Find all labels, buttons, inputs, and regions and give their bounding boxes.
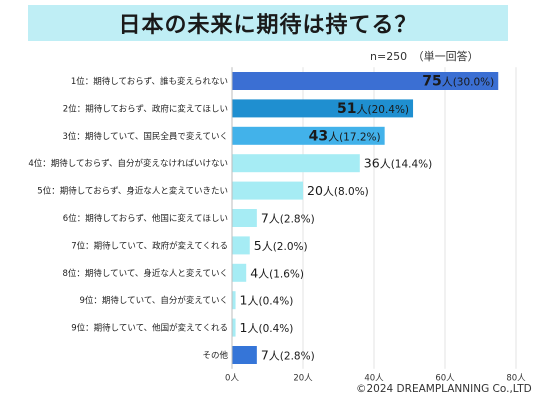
title-banner: 日本の未来に期待は持てる？ [28, 5, 508, 41]
data-label: 51人(20.4%) [337, 101, 409, 117]
data-label: 36人(14.4%) [364, 156, 432, 171]
data-label: 1人(0.4%) [240, 293, 294, 308]
category-label: 5位：期待しておらず、身近な人と変えていきたい [37, 186, 228, 197]
data-label: 20人(8.0%) [307, 183, 369, 198]
category-label: 2位：期待しておらず、政府に変えてほしい [63, 103, 228, 114]
data-label: 4人(1.6%) [250, 265, 304, 280]
x-tick-label: 20人 [293, 374, 313, 384]
chart-title: 日本の未来に期待は持てる？ [118, 13, 418, 38]
x-tick-label: 0人 [225, 374, 239, 384]
x-tick-label: 40人 [364, 374, 384, 384]
copyright-notice: ©2024 DREAMPLANNING Co.,LTD [356, 383, 532, 395]
bar [232, 346, 257, 364]
sample-size-note: n=250 （単一回答） [370, 50, 479, 63]
bar [232, 126, 385, 145]
category-label: 6位：期待しておらず、他国に変えてほしい [63, 213, 228, 224]
bar [232, 154, 360, 173]
data-label: 75人(30.0%) [422, 74, 494, 90]
data-label: 7人(2.8%) [261, 348, 315, 363]
category-label: 1位：期待しておらず、誰も変えられない [71, 76, 228, 87]
bar [232, 99, 414, 118]
data-label: 7人(2.8%) [261, 211, 315, 226]
data-label: 1人(0.4%) [240, 320, 294, 335]
x-tick-label: 60人 [435, 374, 455, 384]
category-label: 7位：期待していて、政府が変えてくれる [71, 240, 228, 251]
bar [232, 72, 499, 90]
bar [232, 263, 247, 282]
category-label: 3位：期待していて、国民全員で変えていく [62, 131, 228, 142]
category-label: 9位：期待していて、自分が変えていく [79, 295, 228, 306]
category-label: 9位：期待していて、他国が変えてくれる [71, 323, 228, 334]
data-label: 43人(17.2%) [309, 128, 381, 144]
bar [232, 181, 303, 200]
data-label: 5人(2.0%) [254, 238, 308, 253]
bar [232, 209, 257, 227]
category-label: 8位：期待していて、身近な人と変えていく [62, 268, 228, 279]
bar [232, 291, 236, 310]
bar [232, 318, 236, 337]
x-tick-label: 80人 [506, 374, 526, 384]
category-label: その他 [202, 350, 228, 361]
bar [232, 236, 250, 255]
category-label: 4位：期待しておらず、自分が変えなければいけない [28, 158, 228, 169]
